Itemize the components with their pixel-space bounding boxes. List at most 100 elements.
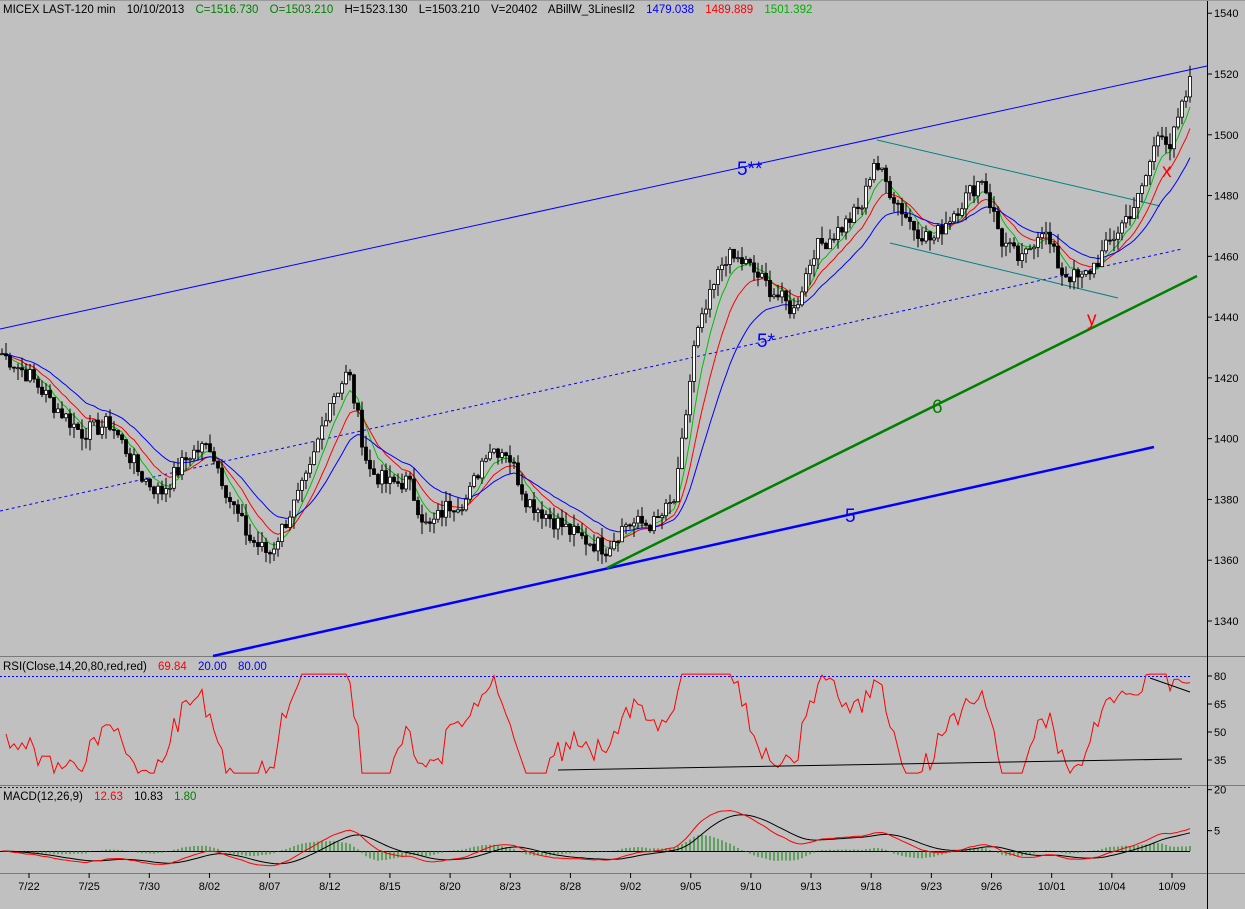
price-bar — [584, 527, 588, 556]
price-bar — [36, 376, 40, 394]
price-bar — [544, 510, 548, 527]
price-bar — [1144, 174, 1148, 187]
price-bar — [1152, 136, 1156, 170]
date-tick-label: 8/07 — [259, 881, 280, 893]
price-bar — [776, 284, 780, 301]
price-bar — [920, 227, 924, 246]
price-bar — [132, 448, 136, 475]
price-bar — [964, 185, 968, 221]
wave-label-5s: 5* — [757, 331, 776, 352]
price-bar — [488, 443, 492, 461]
wave-5-trend-line — [212, 445, 1155, 658]
price-bar — [1132, 197, 1136, 219]
price-bar — [268, 550, 272, 564]
price-tick-label: 1500 — [1214, 130, 1238, 142]
price-bar — [1104, 231, 1108, 254]
rsi-panel[interactable] — [0, 658, 1207, 785]
price-bar — [824, 241, 828, 250]
price-bar — [148, 477, 152, 491]
price-bar — [72, 412, 76, 438]
price-bar — [508, 445, 512, 474]
price-bar — [244, 503, 248, 545]
price-bar — [296, 482, 300, 504]
price-bar — [496, 447, 500, 465]
price-bar — [336, 392, 340, 398]
date-tick-label: 8/15 — [379, 881, 400, 893]
price-bar — [264, 537, 268, 563]
price-bar — [1108, 228, 1112, 245]
price-bar — [100, 419, 104, 439]
price-bar — [388, 465, 392, 495]
ma-green-line — [1, 106, 1191, 549]
price-tick-label: 1520 — [1214, 69, 1238, 81]
price-bar — [820, 226, 824, 246]
price-panel[interactable] — [0, 0, 1207, 656]
price-bar — [352, 373, 356, 410]
price-bar — [24, 363, 28, 382]
price-bar — [476, 473, 480, 481]
price-bar — [212, 446, 216, 465]
price-bar — [240, 504, 244, 517]
price-bar — [884, 164, 888, 194]
macd-value: 12.63 — [94, 791, 123, 803]
price-bar — [500, 448, 504, 464]
price-bar — [832, 233, 836, 244]
price-bar — [728, 247, 732, 274]
price-bar — [808, 259, 812, 286]
macd-panel[interactable] — [0, 787, 1207, 873]
price-bar — [1068, 276, 1072, 289]
price-bar — [924, 225, 928, 244]
price-bar — [1028, 244, 1032, 251]
price-bar — [928, 230, 932, 251]
price-bar — [272, 542, 276, 562]
price-bar — [1112, 230, 1116, 252]
price-tick-label: 1540 — [1214, 8, 1238, 20]
date-tick-label: 10/04 — [1098, 881, 1126, 893]
price-bar — [548, 507, 552, 528]
price-bar — [648, 523, 652, 533]
macd-tick-label: 20 — [1214, 785, 1226, 797]
price-bar — [880, 167, 884, 173]
price-bar — [536, 507, 540, 523]
price-bar — [968, 184, 972, 201]
price-bar — [860, 205, 864, 216]
price-bar — [1064, 266, 1068, 278]
macd-histogram — [5, 834, 1191, 861]
price-bar — [700, 307, 704, 333]
price-bar — [88, 414, 92, 451]
price-bar — [532, 491, 536, 521]
date-tick-label: 8/02 — [199, 881, 220, 893]
price-bar — [1088, 268, 1092, 280]
price-bar — [624, 522, 628, 535]
date-tick-label: 7/25 — [78, 881, 99, 893]
price-bar — [764, 262, 768, 287]
price-bar — [612, 532, 616, 551]
price-bar — [316, 437, 320, 453]
open-label: O=1503.210 — [270, 4, 334, 16]
line2-value: 1489.889 — [705, 4, 753, 16]
price-bar — [916, 221, 920, 248]
price-bar — [84, 427, 88, 449]
high-label: H=1523.130 — [345, 4, 408, 16]
price-bar — [724, 256, 728, 277]
price-bar — [1072, 260, 1076, 290]
price-bar — [644, 519, 648, 527]
price-header: MICEX LAST-120 min 10/10/2013 C=1516.730… — [3, 4, 812, 16]
price-bar — [420, 504, 424, 535]
price-bar — [152, 485, 156, 499]
price-bar — [236, 499, 240, 522]
date-tick-label: 8/28 — [560, 881, 581, 893]
price-bar — [424, 512, 428, 525]
moving-average-lines — [1, 106, 1191, 549]
price-bar — [124, 438, 128, 457]
price-bar — [900, 197, 904, 226]
macd-signal-value: 10.83 — [134, 791, 163, 803]
price-bar — [356, 402, 360, 417]
price-bar — [368, 449, 372, 477]
price-bar — [1000, 227, 1004, 258]
price-bar — [580, 523, 584, 540]
price-bar — [696, 325, 700, 348]
price-bar — [524, 491, 528, 513]
price-bar — [668, 494, 672, 514]
macd-header: MACD(12,26,9) 12.63 10.83 1.80 — [3, 791, 196, 803]
